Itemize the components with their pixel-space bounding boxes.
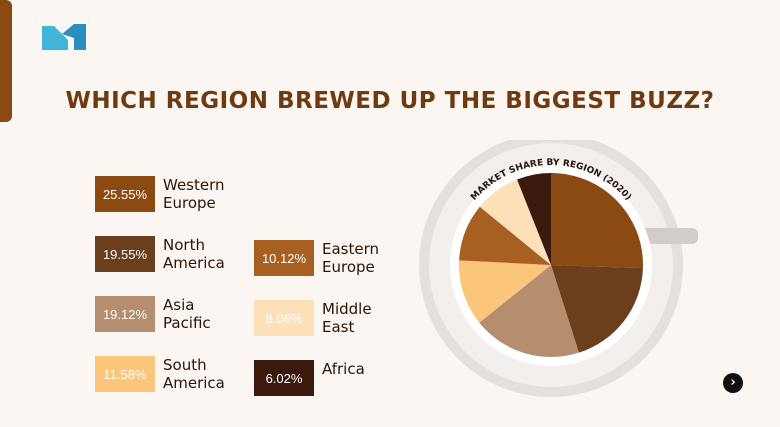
legend-value: 25.55%	[95, 176, 155, 212]
legend-label: Asia Pacific	[163, 296, 211, 332]
legend-value: 11.58%	[95, 356, 155, 392]
legend-label: North America	[163, 236, 225, 272]
pie-chart: MARKET SHARE BY REGION (2020)	[419, 140, 698, 397]
pie-slice	[459, 260, 551, 323]
pie-slice	[551, 173, 643, 269]
side-tab	[0, 0, 12, 122]
pie-slice	[517, 173, 551, 265]
pie-slice	[479, 179, 551, 265]
pie-slice	[551, 265, 643, 353]
next-button[interactable]: ›	[723, 373, 743, 393]
legend-label: Africa	[322, 360, 365, 378]
pie-slice	[479, 265, 579, 357]
pie-slice	[459, 206, 551, 265]
legend-value: 19.55%	[95, 236, 155, 272]
title: WHICH REGION BREWED UP THE BIGGEST BUZZ?	[65, 88, 715, 114]
legend-value: 10.12%	[254, 240, 314, 276]
legend-label: Middle East	[322, 300, 372, 336]
legend-label: Eastern Europe	[322, 240, 380, 276]
legend-value: 8.06%	[254, 300, 314, 336]
legend-value: 6.02%	[254, 360, 314, 396]
logo	[42, 24, 86, 50]
legend-value: 19.12%	[95, 296, 155, 332]
legend-label: Western Europe	[163, 176, 225, 212]
legend-label: South America	[163, 356, 225, 392]
